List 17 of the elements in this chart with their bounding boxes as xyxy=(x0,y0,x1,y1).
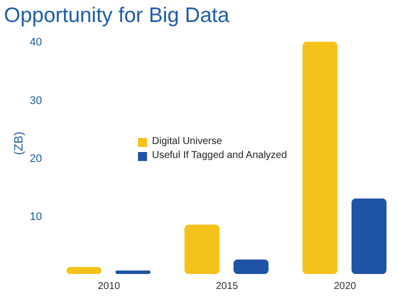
y-tick-label: 20 xyxy=(30,152,42,165)
chart-title: Opportunity for Big Data xyxy=(3,3,230,29)
y-axis-title: (ZB) xyxy=(11,132,26,155)
bar xyxy=(302,42,338,274)
y-tick-label: 30 xyxy=(30,94,42,107)
bar xyxy=(116,270,151,274)
bar xyxy=(184,224,220,274)
bar xyxy=(66,267,102,274)
x-tick-label: 2010 xyxy=(98,281,121,292)
bar xyxy=(234,259,269,274)
x-tick-label: 2020 xyxy=(334,281,357,292)
legend-label: Digital Universe xyxy=(152,135,222,149)
y-tick-label: 10 xyxy=(30,210,42,223)
y-tick-label: 40 xyxy=(30,36,42,49)
bar xyxy=(352,198,387,274)
legend-label: Useful If Tagged and Analyzed xyxy=(152,149,287,163)
x-tick-label: 2015 xyxy=(216,281,239,292)
